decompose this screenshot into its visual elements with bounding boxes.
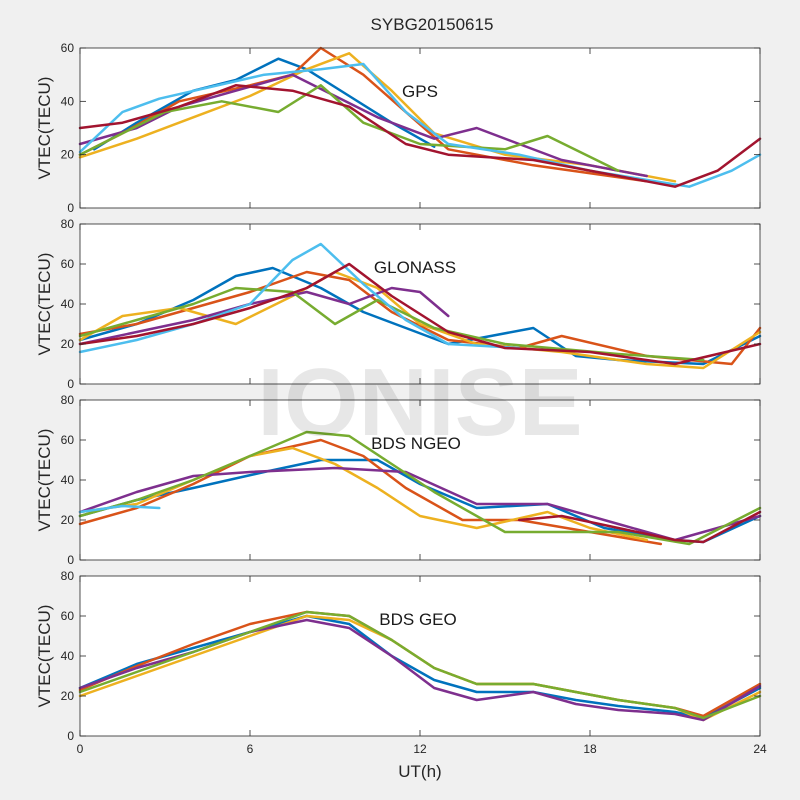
y-axis-label: VTEC(TECU)	[35, 253, 54, 356]
y-tick-label: 80	[61, 569, 75, 583]
series-line-7	[78, 84, 762, 188]
panel-label: GLONASS	[374, 258, 456, 277]
x-tick-label: 18	[583, 742, 597, 756]
series-line-4	[78, 286, 450, 346]
y-tick-label: 0	[67, 377, 74, 391]
series-line-5	[78, 286, 705, 362]
y-axis-label: VTEC(TECU)	[35, 429, 54, 532]
y-tick-label: 80	[61, 217, 75, 231]
x-tick-label: 12	[413, 742, 427, 756]
figure-title: SYBG20150615	[371, 15, 494, 34]
y-tick-label: 60	[61, 433, 75, 447]
series-line-7	[517, 510, 762, 544]
y-tick-label: 80	[61, 393, 75, 407]
series-line-5	[78, 610, 762, 720]
x-axis-label: UT(h)	[398, 762, 441, 781]
y-tick-label: 0	[67, 729, 74, 743]
series-line-6	[78, 62, 762, 188]
y-tick-label: 60	[61, 257, 75, 271]
series-line-1	[92, 57, 436, 151]
y-axis-label: VTEC(TECU)	[35, 77, 54, 180]
panel-2: 0 20 40 60 80 VTEC(TECU) GLONASS	[35, 217, 762, 391]
y-tick-label: 60	[61, 609, 75, 623]
panel-label: BDS GEO	[379, 610, 456, 629]
x-tick-label: 24	[753, 742, 767, 756]
y-tick-label: 60	[61, 41, 75, 55]
panel-label: BDS NGEO	[371, 434, 461, 453]
series-line-1	[78, 614, 762, 720]
x-tick-label: 6	[247, 742, 254, 756]
y-tick-label: 20	[61, 513, 75, 527]
y-tick-label: 0	[67, 553, 74, 567]
y-tick-label: 20	[61, 337, 75, 351]
watermark-logo: IONISE	[257, 349, 582, 456]
series-line-5	[78, 430, 762, 546]
y-tick-label: 20	[61, 148, 75, 162]
series-line-7	[78, 262, 762, 366]
series-line-6	[78, 242, 521, 354]
series-line-2	[78, 438, 663, 546]
y-tick-label: 40	[61, 473, 75, 487]
series-line-4	[78, 73, 648, 178]
panel-1: 0 20 40 60 VTEC(TECU) GPS	[35, 41, 762, 215]
x-tick-label: 0	[77, 742, 84, 756]
series-line-6	[78, 504, 161, 514]
y-tick-label: 20	[61, 689, 75, 703]
y-tick-label: 40	[61, 94, 75, 108]
y-tick-label: 0	[67, 201, 74, 215]
y-tick-label: 40	[61, 649, 75, 663]
y-tick-label: 40	[61, 297, 75, 311]
panel-label: GPS	[402, 82, 438, 101]
y-axis-label: VTEC(TECU)	[35, 605, 54, 708]
series-line-5	[78, 84, 620, 172]
panel-3: 0 20 40 60 80 VTEC(TECU) BDS NGEO	[35, 393, 762, 567]
panel-4: 0 20 40 60 80 0 6 12 18 24 VTEC(TECU) BDS GEO	[35, 569, 767, 756]
